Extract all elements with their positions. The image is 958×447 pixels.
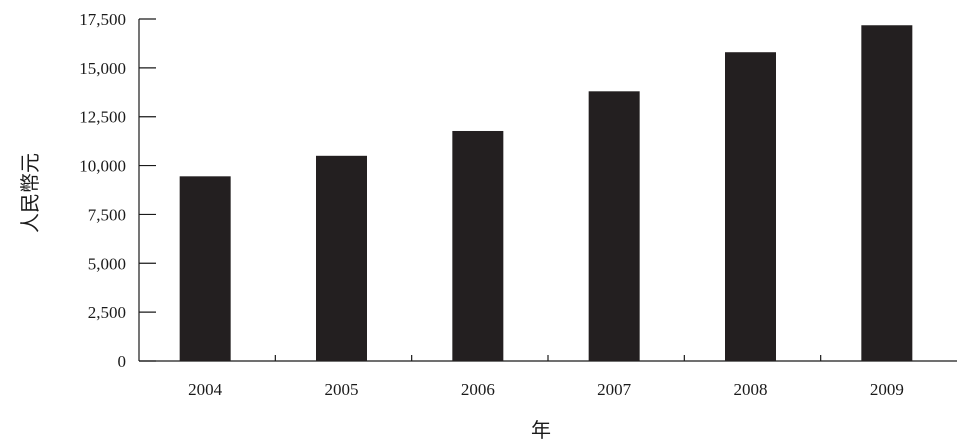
y-tick-label: 12,500 [79, 108, 126, 127]
bars [179, 25, 913, 362]
x-tick-label: 2004 [188, 380, 223, 399]
bar-2009 [861, 25, 913, 361]
bar-2006 [452, 130, 504, 361]
y-tick-label: 15,000 [79, 59, 126, 78]
x-tick-label: 2005 [325, 380, 359, 399]
y-axis: 0 2,500 5,000 7,500 10,000 12,500 15,000 17,500 [79, 10, 156, 371]
x-tick-label: 2006 [461, 380, 495, 399]
bar-2008 [725, 52, 776, 361]
y-tick-label: 17,500 [79, 10, 126, 29]
x-axis: 2004 2005 2006 2007 2008 2009 [139, 355, 957, 399]
y-tick-label: 7,500 [88, 205, 126, 224]
x-axis-title: 年 [531, 418, 551, 442]
bar-2004 [179, 176, 231, 361]
y-tick-label: 2,500 [88, 303, 126, 322]
x-tick-label: 2008 [734, 380, 768, 399]
y-tick-label: 10,000 [79, 157, 126, 176]
y-axis-title: 人民幣元 [18, 153, 42, 233]
y-tick-label: 0 [118, 352, 127, 371]
bar-2005 [316, 155, 367, 361]
x-tick-label: 2007 [597, 380, 632, 399]
x-tick-label: 2009 [870, 380, 904, 399]
y-tick-label: 5,000 [88, 254, 126, 273]
bar-2007 [588, 91, 640, 362]
